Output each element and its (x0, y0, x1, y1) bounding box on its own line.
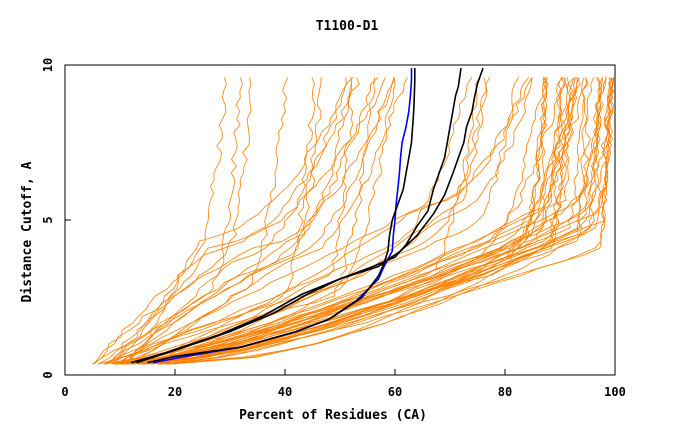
x-tick-label: 0 (61, 385, 68, 399)
model-curve (113, 77, 252, 365)
model-curve (104, 77, 566, 365)
model-curve (157, 77, 573, 365)
model-curve (121, 77, 289, 365)
model-curve (97, 77, 379, 365)
model-curve (91, 77, 322, 365)
model-curve (111, 77, 491, 365)
chart-title: T1100-D1 (316, 19, 379, 34)
highlight-curve-black (130, 67, 462, 364)
model-curve (164, 77, 562, 365)
model-curve (119, 77, 602, 365)
y-tick-label: 0 (41, 371, 55, 378)
model-curve (131, 77, 530, 365)
model-curve (124, 77, 587, 365)
model-curve (103, 77, 395, 365)
model-curve (114, 77, 581, 365)
model-curve (105, 77, 473, 365)
highlight-curve-black (147, 68, 416, 364)
model-curve (158, 77, 548, 365)
model-curve (131, 77, 548, 365)
model-curve (119, 77, 354, 365)
model-curve (129, 77, 533, 365)
y-tick-label: 5 (41, 216, 55, 223)
model-curve (127, 77, 354, 365)
model-curve (115, 77, 396, 365)
highlight-curve-black (136, 67, 484, 364)
model-curve (141, 77, 589, 365)
model-curve (113, 77, 575, 365)
y-tick-label: 10 (41, 58, 55, 72)
model-curve (171, 77, 607, 365)
model-curve (137, 77, 614, 365)
model-curve (133, 77, 615, 365)
model-curve (93, 77, 360, 365)
model-curve (137, 77, 408, 365)
model-curve (98, 77, 316, 365)
plot-area (91, 67, 615, 365)
y-axis-label: Distance Cutoff, A (20, 161, 35, 302)
x-tick-label: 40 (278, 385, 292, 399)
model-curve (117, 77, 614, 365)
x-tick-label: 20 (168, 385, 182, 399)
model-curve (118, 77, 376, 365)
model-curve (103, 77, 480, 365)
axis-ticks: 0 20 40 60 80 100 0 5 10 (41, 58, 626, 399)
model-curve (151, 77, 565, 365)
model-curve (113, 77, 386, 365)
model-curve (93, 77, 396, 365)
model-curve (118, 77, 353, 365)
model-curve (123, 77, 243, 365)
model-curve (174, 77, 575, 365)
model-curve (119, 77, 612, 365)
model-curve (167, 77, 601, 365)
model-curve (126, 77, 595, 365)
model-curve (115, 77, 547, 365)
x-tick-label: 100 (604, 385, 626, 399)
model-curve (112, 77, 227, 365)
model-curve (157, 77, 549, 365)
x-tick-label: 60 (388, 385, 402, 399)
model-curve (160, 77, 603, 365)
x-tick-label: 80 (498, 385, 512, 399)
x-axis-label: Percent of Residues (CA) (239, 408, 427, 423)
model-curve (144, 77, 607, 365)
